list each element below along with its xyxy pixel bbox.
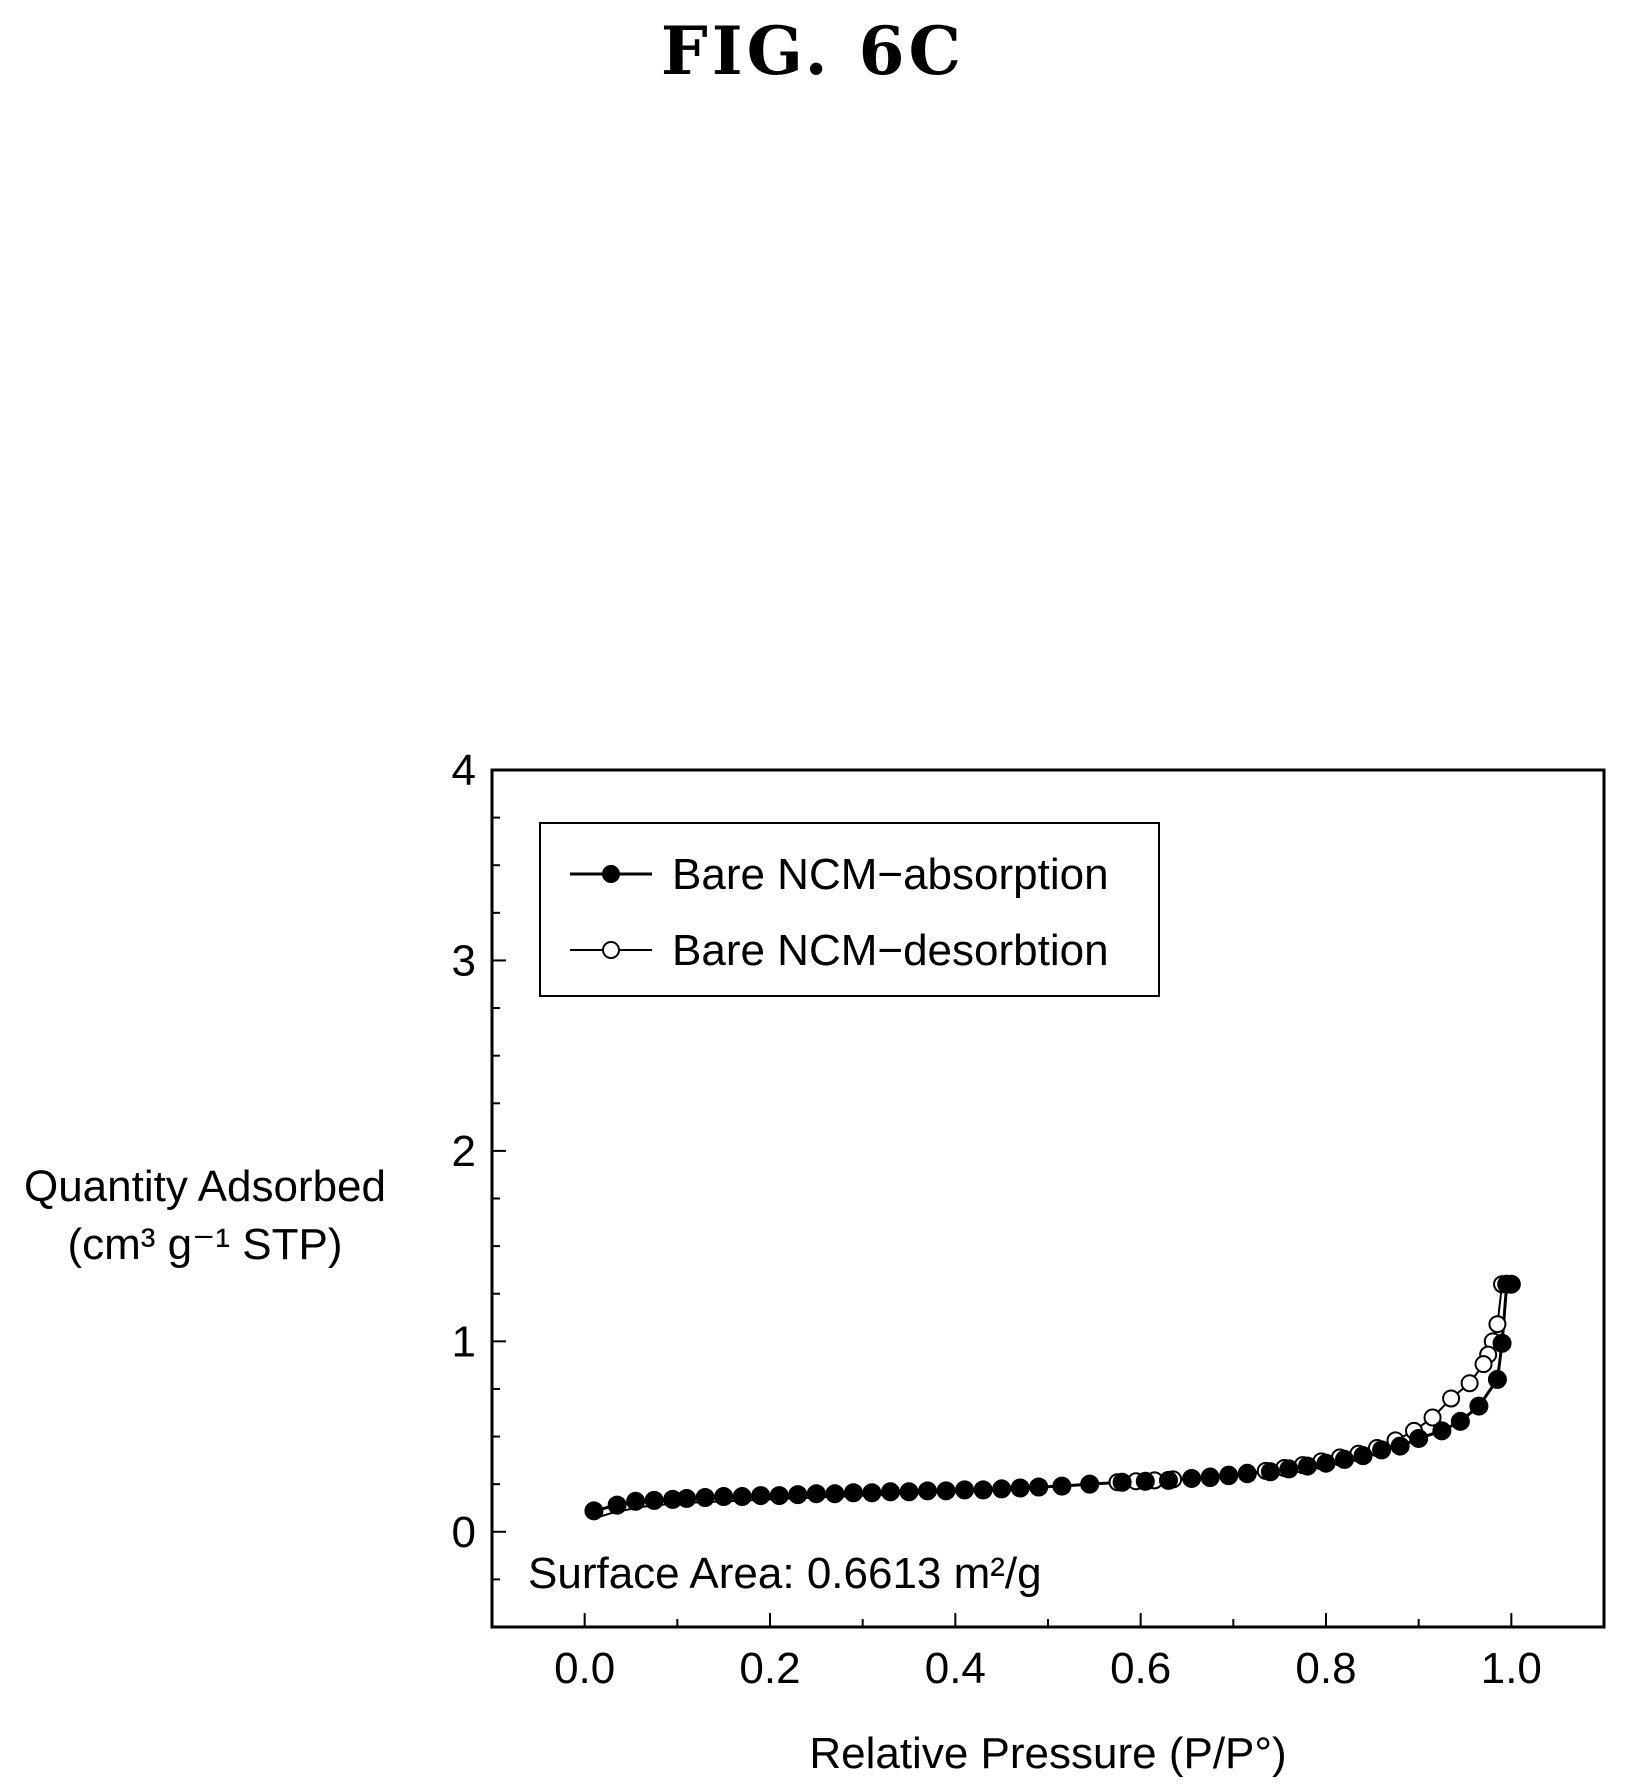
absorption-point [880,1482,900,1502]
legend-box [539,822,1160,997]
absorption-point [626,1491,646,1511]
legend-label-absorption: Bare NCM−absorption [672,850,1109,899]
x-tick-label: 0.4 [925,1644,986,1693]
absorption-point [1353,1446,1373,1466]
absorption-point [644,1490,664,1510]
absorption-point [1010,1478,1030,1498]
absorption-point [584,1501,604,1521]
legend-label-desorption: Bare NCM−desorbtion [672,926,1109,975]
absorption-point [1182,1468,1202,1488]
legend-marker-absorption [602,865,620,883]
x-axis-label: Relative Pressure (P/P°) [809,1729,1286,1778]
y-tick-label: 2 [452,1127,476,1176]
absorption-point [1200,1468,1220,1488]
absorption-point [1297,1456,1317,1476]
x-tick-label: 0.6 [1110,1644,1171,1693]
x-tick-label: 0.8 [1295,1644,1356,1693]
desorption-point [1423,1408,1442,1427]
absorption-point [1492,1333,1512,1353]
absorption-point [1450,1411,1470,1431]
desorption-point [1460,1374,1479,1393]
y-tick-label: 3 [452,936,476,985]
absorption-point [1080,1474,1100,1494]
desorption-point [1488,1315,1507,1334]
absorption-point [1112,1472,1132,1492]
absorption-point [806,1484,826,1504]
absorption-point [1469,1396,1489,1416]
figure-title: FIG. 6C [660,12,966,90]
absorption-point [1219,1466,1239,1486]
absorption-point [1237,1464,1257,1484]
y-axis-label: Quantity Adsorbed (cm³ g⁻¹ STP) [0,1158,410,1274]
legend: Bare NCM−absorption Bare NCM−desorbtion [539,822,1160,997]
absorption-point [1316,1453,1336,1473]
absorption-point [1432,1421,1452,1441]
absorption-point [1372,1440,1392,1460]
desorption-point [1442,1389,1461,1408]
x-tick-label: 0.0 [554,1644,615,1693]
y-axis-label-line1: Quantity Adsorbed [23,1162,386,1211]
absorption-point [695,1487,715,1507]
absorption-point [1390,1436,1410,1456]
x-tick-label: 0.2 [739,1644,800,1693]
desorption-series-line [593,1284,1504,1520]
absorption-point [751,1486,771,1506]
absorption-point [1409,1428,1429,1448]
absorption-point [936,1481,956,1501]
absorption-point [843,1483,863,1503]
absorption-point [918,1481,938,1501]
y-axis-label-line2: (cm³ g⁻¹ STP) [67,1220,343,1269]
absorption-point [732,1487,752,1507]
absorption-point [607,1495,627,1515]
absorption-point [1052,1476,1072,1496]
absorption-point [1279,1459,1299,1479]
y-tick-label: 1 [452,1317,476,1366]
absorption-point [1260,1462,1280,1482]
absorption-point [769,1486,789,1506]
x-tick-label: 1.0 [1481,1644,1542,1693]
desorption-point [1474,1355,1493,1374]
absorption-point [1501,1274,1521,1294]
series-layer [584,1274,1521,1521]
absorption-point [1335,1449,1355,1469]
y-axis-ticks: 0 1 2 3 4 [452,746,506,1628]
absorption-point [973,1480,993,1500]
x-axis-ticks: 0.0 0.2 0.4 0.6 0.8 1.0 [491,1613,1605,1693]
absorption-series-line [593,1282,1512,1513]
absorption-point [992,1479,1012,1499]
absorption-point [955,1480,975,1500]
y-tick-label: 0 [452,1508,476,1557]
absorption-point [788,1485,808,1505]
absorption-point [825,1484,845,1504]
absorption-point [862,1483,882,1503]
absorption-point [1487,1369,1507,1389]
absorption-point [1029,1477,1049,1497]
surface-area-annotation: Surface Area: 0.6613 m²/g [528,1549,1042,1598]
absorption-point [899,1482,919,1502]
absorption-point [1158,1470,1178,1490]
absorption-point [1135,1471,1155,1491]
legend-marker-desorption [602,941,620,959]
absorption-point [714,1487,734,1507]
absorption-point [677,1488,697,1508]
y-tick-label: 4 [452,746,476,795]
